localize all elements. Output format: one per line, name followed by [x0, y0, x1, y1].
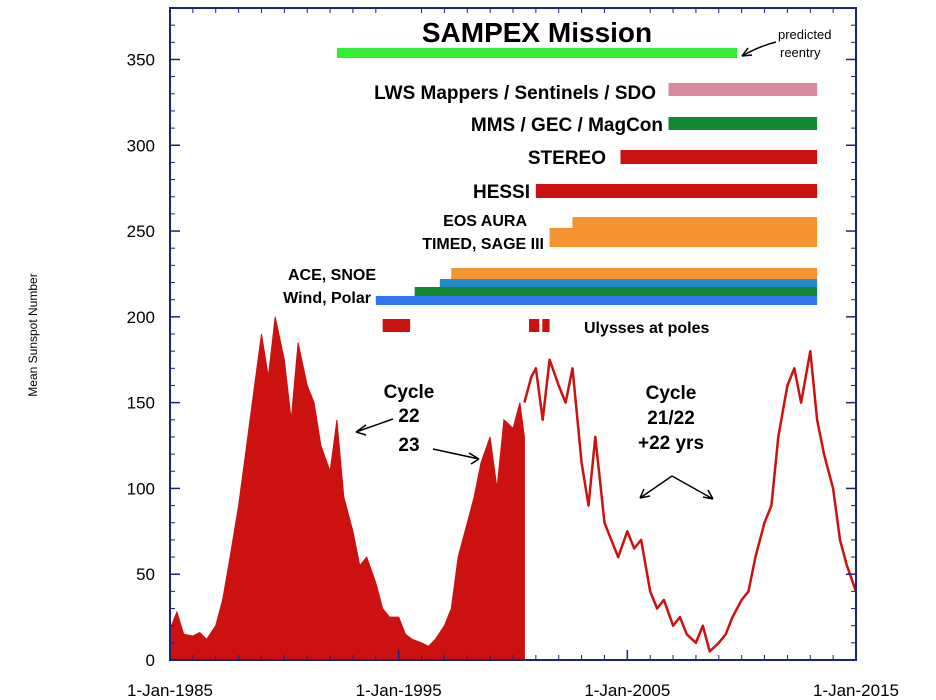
mission-label-ace-snoe: ACE, SNOE [288, 267, 376, 284]
annotation-22: 22 [398, 406, 419, 427]
mission-bar-9-1 [529, 319, 550, 332]
y-tick-label-0: 0 [146, 651, 155, 670]
mission-bar-9-0 [382, 319, 411, 332]
annotation-plus-22-yrs: +22 yrs [638, 433, 704, 454]
x-tick-label-2005: 1-Jan-2005 [584, 681, 670, 700]
y-tick-label-250: 250 [127, 222, 155, 241]
y-tick-label-50: 50 [136, 565, 155, 584]
y-tick-label-350: 350 [127, 50, 155, 69]
annotation-predicted: predicted [778, 27, 831, 42]
arrow-cycle-21-22-right [671, 475, 714, 500]
y-tick-label-100: 100 [127, 479, 155, 498]
mission-bar-3-0 [620, 150, 818, 164]
mission-label-ulysses: Ulysses at poles [584, 320, 710, 337]
arrow-cycle-23 [432, 448, 480, 465]
mission-label-timed-sage: TIMED, SAGE III [422, 236, 544, 253]
plot-area [169, 48, 858, 661]
mission-label-wind-polar: Wind, Polar [283, 290, 371, 307]
mission-label-lws: LWS Mappers / Sentinels / SDO [374, 83, 656, 104]
annotation-cycle-right: Cycle [646, 383, 697, 404]
annotation-23: 23 [398, 435, 419, 456]
mission-bar-1-0 [668, 83, 818, 96]
mission-bar-7-1 [439, 279, 818, 287]
chart-title: SAMPEX Mission [422, 17, 652, 48]
x-tick-label-2015: 1-Jan-2015 [813, 681, 899, 700]
ulysses-gap [539, 319, 543, 332]
mission-bar-7-0 [451, 268, 818, 279]
mission-bar-6-0 [549, 228, 818, 247]
arrow-cycle-21-22-left [639, 475, 673, 499]
mission-bar-8-0 [414, 287, 818, 296]
sunspot-series-filled [169, 316, 525, 661]
mission-label-mms: MMS / GEC / MagCon [471, 115, 663, 136]
mission-bar-8-1 [375, 296, 818, 305]
y-tick-label-150: 150 [127, 394, 155, 413]
mission-bar-5-0 [572, 217, 818, 230]
mission-label-stereo: STEREO [528, 148, 606, 169]
mission-label-eos-aura: EOS AURA [443, 213, 527, 230]
y-tick-label-300: 300 [127, 136, 155, 155]
mission-bar-0-0 [336, 48, 738, 58]
y-tick-label-200: 200 [127, 308, 155, 327]
sunspot-series-line [523, 349, 858, 653]
mission-bar-4-0 [535, 184, 818, 198]
arrow-cycle-22 [355, 418, 394, 436]
annotation-21-22: 21/22 [647, 408, 695, 429]
reentry-arrowhead [741, 47, 753, 57]
reentry-arrow [741, 41, 777, 57]
annotation-reentry: reentry [780, 45, 821, 60]
x-tick-label-1985: 1-Jan-1985 [127, 681, 213, 700]
annotation-cycle-left: Cycle [384, 382, 435, 403]
mission-bar-2-0 [668, 117, 818, 130]
x-tick-label-1995: 1-Jan-1995 [356, 681, 442, 700]
axes: 0 50 100 150 200 250 300 350 1-Jan-1985 1-Jan-199… [127, 8, 899, 700]
y-axis-label: Mean Sunspot Number [26, 273, 40, 396]
mission-label-hessi: HESSI [473, 182, 530, 203]
